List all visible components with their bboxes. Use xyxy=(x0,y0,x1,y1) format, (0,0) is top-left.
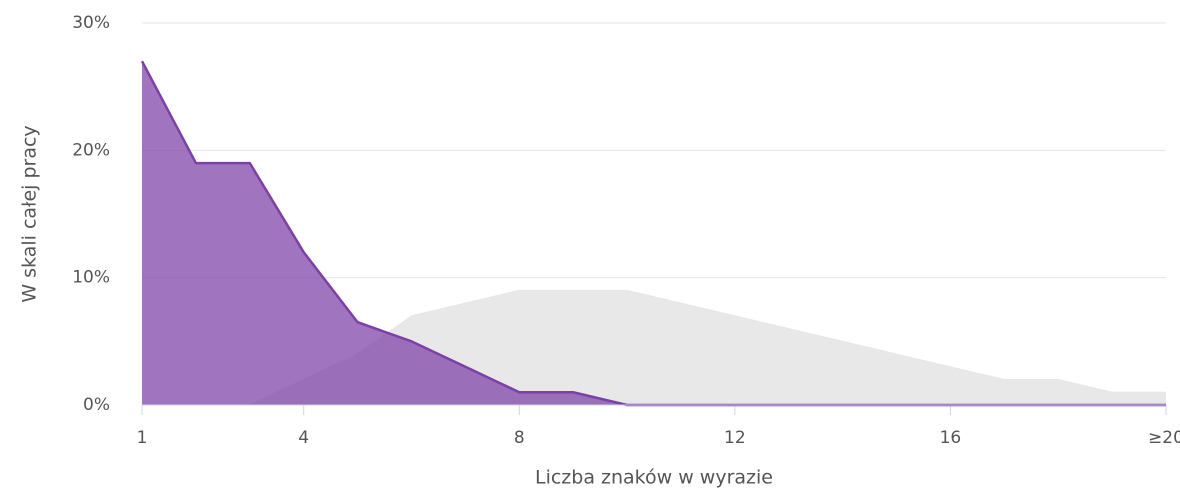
x-tick-label: 16 xyxy=(940,428,962,448)
y-tick-label: 10% xyxy=(72,268,110,288)
x-tick-label: 4 xyxy=(298,428,309,448)
x-tick-label: ≥20 xyxy=(1148,428,1180,448)
y-tick-label: 0% xyxy=(83,395,110,415)
y-tick-label: 20% xyxy=(72,140,110,160)
x-tick-label: 8 xyxy=(514,428,525,448)
x-axis-label: Liczba znaków w wyrazie xyxy=(535,467,773,489)
y-axis-label: W skali całej pracy xyxy=(19,125,41,302)
x-tick-label: 12 xyxy=(724,428,746,448)
x-tick-label: 1 xyxy=(137,428,148,448)
y-tick-label: 30% xyxy=(72,13,110,33)
area xyxy=(142,61,1166,405)
